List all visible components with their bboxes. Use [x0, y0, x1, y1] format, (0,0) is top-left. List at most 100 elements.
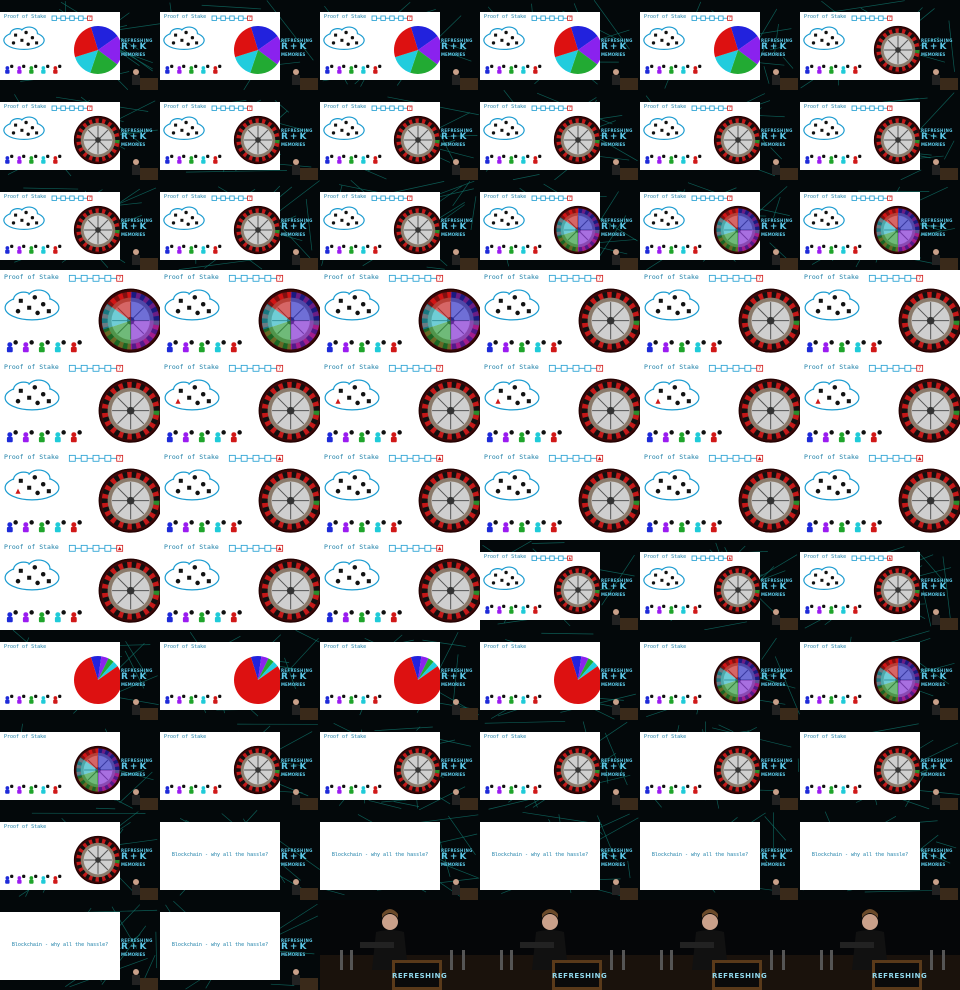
thumbnail-frame: Proof of Stake REFRESHING R+K MEMORIES — [160, 630, 320, 720]
logo-line-3: MEMORIES — [441, 142, 479, 147]
roulette-wheel — [579, 289, 640, 353]
blockchain — [229, 455, 282, 461]
cloud-pool — [644, 117, 684, 139]
conference-logo: REFRESHING R+K MEMORIES — [121, 218, 159, 237]
logo-line-2: R+K — [601, 43, 639, 52]
stakeholders-row — [5, 155, 61, 164]
logo-line-2: R+K — [921, 673, 959, 682]
stakeholders-row — [645, 155, 701, 164]
speaker-figure — [760, 242, 800, 270]
slide: Proof of Stake — [800, 552, 920, 620]
cloud-pool — [165, 290, 219, 320]
blockchain — [709, 455, 762, 461]
stake-pie-chart — [554, 26, 600, 74]
stakeholders-row — [5, 65, 61, 74]
closing-slide-text: Blockchain - why all the hassle? — [320, 852, 440, 858]
cloud-pool — [805, 290, 859, 320]
conference-logo: REFRESHING R+K MEMORIES — [281, 128, 319, 147]
svg-text:?: ? — [918, 366, 921, 372]
stage-video-frame: REFRESHING — [320, 900, 480, 990]
blockchain: ? — [212, 196, 252, 201]
conference-logo: REFRESHING R+K MEMORIES — [921, 128, 959, 147]
logo-line-3: MEMORIES — [601, 772, 639, 777]
roulette-wheel — [74, 206, 120, 254]
stakeholders-row — [645, 605, 701, 614]
speaker-figure — [120, 242, 160, 270]
closing-slide: Blockchain - why all the hassle? — [160, 912, 280, 980]
thumbnail-frame: Proof of Stake? REFRESHING R+K MEMORIES — [480, 0, 640, 90]
svg-text:?: ? — [118, 276, 121, 282]
logo-line-3: MEMORIES — [121, 232, 159, 237]
slide: Proof of Stake — [0, 540, 160, 630]
roulette-wheel — [394, 746, 440, 794]
slide: Proof of Stake? — [320, 192, 440, 260]
logo-line-2: R+K — [921, 133, 959, 142]
speaker-figure — [600, 152, 640, 180]
speaker-figure — [920, 602, 960, 630]
stakeholders-row — [5, 875, 61, 884]
logo-line-3: MEMORIES — [601, 142, 639, 147]
conference-logo: REFRESHING R+K MEMORIES — [921, 758, 959, 777]
slide-graphics: ? — [800, 270, 960, 360]
conference-logo: REFRESHING R+K MEMORIES — [601, 578, 639, 597]
thumbnail-frame: Proof of Stake? REFRESHING R+K MEMORIES — [640, 90, 800, 180]
conference-logo: REFRESHING R+K MEMORIES — [921, 848, 959, 867]
logo-line-2: R+K — [761, 223, 799, 232]
stage-video-frame: REFRESHING — [800, 900, 960, 990]
stake-pie-chart — [394, 656, 440, 704]
logo-line-2: R+K — [761, 673, 799, 682]
blockchain: ? — [389, 365, 442, 372]
speaker-figure — [440, 782, 480, 810]
roulette-wheel — [714, 116, 760, 164]
slide-graphics — [0, 540, 160, 630]
slide: Proof of Stake — [480, 732, 600, 800]
cloud-pool — [325, 290, 379, 320]
logo-line-2: R+K — [601, 133, 639, 142]
stakeholders-row — [807, 340, 882, 352]
slide-graphics — [480, 552, 600, 620]
svg-text:?: ? — [598, 366, 601, 372]
speaker-figure — [280, 872, 320, 900]
stakeholders-row — [645, 245, 701, 254]
stake-pie-chart — [74, 26, 120, 74]
thumbnail-frame: Proof of Stake? — [480, 270, 640, 360]
blockchain — [229, 545, 282, 551]
thumbnail-frame: Proof of Stake? REFRESHING R+K MEMORIES — [640, 0, 800, 90]
speaker-figure — [120, 152, 160, 180]
svg-text:?: ? — [89, 16, 91, 21]
conference-logo: REFRESHING R+K MEMORIES — [921, 578, 959, 597]
speaker-figure — [920, 872, 960, 900]
slide: Proof of Stake? — [0, 102, 120, 170]
slide: Proof of Stake? — [800, 360, 960, 450]
blockchain: ? — [852, 16, 892, 21]
slide-graphics — [160, 732, 280, 800]
stakeholders-row — [485, 245, 541, 254]
thumbnail-frame: Proof of Stake REFRESHING R+K MEMORIES — [480, 540, 640, 630]
roulette-wheel — [874, 26, 920, 74]
slide-graphics: ? — [0, 12, 120, 80]
thumbnail-frame: Blockchain - why all the hassle? REFRESHI… — [800, 810, 960, 900]
slide-graphics: ? — [0, 192, 120, 260]
blockchain — [532, 556, 572, 560]
speaker-figure — [440, 242, 480, 270]
blockchain: ? — [852, 106, 892, 111]
slide-graphics: ? — [160, 360, 320, 450]
logo-line-2: R+K — [441, 673, 479, 682]
cloud-pool — [5, 470, 59, 500]
thumbnail-frame: Proof of Stake? — [160, 360, 320, 450]
slide-graphics — [160, 642, 280, 710]
conference-logo: REFRESHING R+K MEMORIES — [441, 848, 479, 867]
conference-logo: REFRESHING R+K MEMORIES — [281, 668, 319, 687]
roulette-wheel — [899, 379, 960, 443]
roulette-wheel — [739, 469, 800, 533]
slide-graphics — [640, 450, 800, 540]
blockchain: ? — [869, 275, 922, 282]
logo-line-3: MEMORIES — [921, 772, 959, 777]
slide-graphics — [320, 642, 440, 710]
blockchain: ? — [229, 275, 282, 282]
thumbnail-frame: Blockchain - why all the hassle? REFRESHI… — [160, 900, 320, 990]
roulette-wheel — [259, 289, 320, 353]
thumbnail-frame: Proof of Stake — [160, 450, 320, 540]
slide-graphics — [320, 732, 440, 800]
blockchain — [389, 455, 442, 461]
